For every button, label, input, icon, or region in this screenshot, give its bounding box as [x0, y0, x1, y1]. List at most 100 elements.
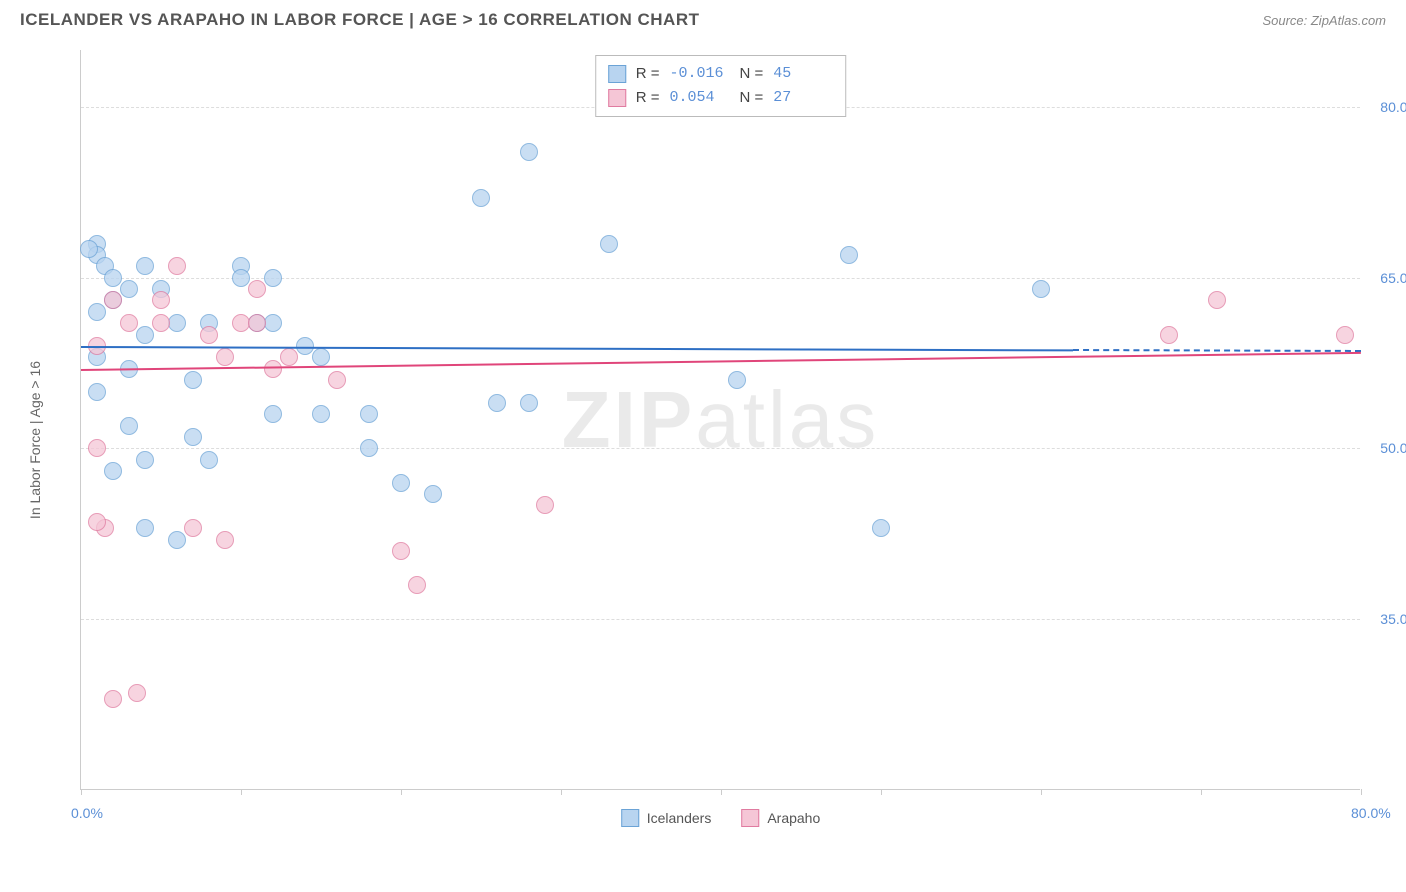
series-legend: Icelanders Arapaho	[621, 809, 821, 827]
x-tick-label: 0.0%	[71, 805, 103, 821]
chart-header: ICELANDER VS ARAPAHO IN LABOR FORCE | AG…	[0, 0, 1406, 40]
y-tick-label: 80.0%	[1380, 99, 1406, 115]
x-tick-label: 80.0%	[1351, 805, 1391, 821]
x-tick	[721, 789, 722, 795]
data-point	[280, 348, 298, 366]
data-point	[136, 326, 154, 344]
data-point	[232, 269, 250, 287]
data-point	[488, 394, 506, 412]
data-point	[312, 405, 330, 423]
correlation-legend: R = -0.016 N = 45 R = 0.054 N = 27	[595, 55, 847, 117]
data-point	[536, 496, 554, 514]
legend-item: Icelanders	[621, 809, 712, 827]
y-tick-label: 35.0%	[1380, 611, 1406, 627]
data-point	[408, 576, 426, 594]
data-point	[136, 451, 154, 469]
data-point	[264, 314, 282, 332]
data-point	[248, 280, 266, 298]
x-tick	[561, 789, 562, 795]
watermark: ZIPatlas	[562, 374, 879, 466]
r-label: R =	[636, 62, 660, 86]
data-point	[120, 280, 138, 298]
y-tick-label: 65.0%	[1380, 270, 1406, 286]
gridline	[81, 448, 1360, 449]
data-point	[312, 348, 330, 366]
data-point	[120, 314, 138, 332]
x-tick	[81, 789, 82, 795]
legend-row: R = 0.054 N = 27	[608, 86, 834, 110]
n-value: 45	[773, 62, 833, 86]
data-point	[184, 428, 202, 446]
data-point	[216, 348, 234, 366]
chart-title: ICELANDER VS ARAPAHO IN LABOR FORCE | AG…	[20, 10, 700, 30]
n-value: 27	[773, 86, 833, 110]
chart-area: In Labor Force | Age > 16 ZIPatlas 35.0%…	[50, 50, 1390, 830]
r-value: -0.016	[670, 62, 730, 86]
legend-swatch	[741, 809, 759, 827]
data-point	[184, 371, 202, 389]
data-point	[424, 485, 442, 503]
data-point	[248, 314, 266, 332]
data-point	[1032, 280, 1050, 298]
data-point	[168, 531, 186, 549]
data-point	[152, 291, 170, 309]
data-point	[392, 474, 410, 492]
data-point	[104, 462, 122, 480]
data-point	[520, 143, 538, 161]
legend-label: Arapaho	[767, 810, 820, 826]
data-point	[104, 690, 122, 708]
n-label: N =	[740, 86, 764, 110]
data-point	[88, 513, 106, 531]
data-point	[88, 439, 106, 457]
data-point	[360, 439, 378, 457]
data-point	[104, 269, 122, 287]
gridline	[81, 619, 1360, 620]
data-point	[168, 257, 186, 275]
data-point	[128, 684, 146, 702]
data-point	[120, 417, 138, 435]
x-tick	[241, 789, 242, 795]
data-point	[184, 519, 202, 537]
data-point	[392, 542, 410, 560]
data-point	[88, 303, 106, 321]
data-point	[136, 257, 154, 275]
x-tick	[881, 789, 882, 795]
legend-swatch	[608, 89, 626, 107]
legend-row: R = -0.016 N = 45	[608, 62, 834, 86]
x-tick	[401, 789, 402, 795]
data-point	[168, 314, 186, 332]
data-point	[88, 383, 106, 401]
data-point	[328, 371, 346, 389]
n-label: N =	[740, 62, 764, 86]
data-point	[216, 531, 234, 549]
source-attribution: Source: ZipAtlas.com	[1262, 13, 1386, 28]
data-point	[104, 291, 122, 309]
r-label: R =	[636, 86, 660, 110]
x-tick	[1361, 789, 1362, 795]
data-point	[600, 235, 618, 253]
scatter-plot: ZIPatlas 35.0%50.0%65.0%80.0%0.0%80.0%R …	[80, 50, 1360, 790]
legend-item: Arapaho	[741, 809, 820, 827]
data-point	[360, 405, 378, 423]
data-point	[472, 189, 490, 207]
legend-swatch	[608, 65, 626, 83]
data-point	[200, 326, 218, 344]
data-point	[152, 314, 170, 332]
data-point	[840, 246, 858, 264]
data-point	[264, 360, 282, 378]
x-tick	[1201, 789, 1202, 795]
data-point	[872, 519, 890, 537]
y-tick-label: 50.0%	[1380, 440, 1406, 456]
data-point	[1208, 291, 1226, 309]
y-axis-label: In Labor Force | Age > 16	[27, 361, 43, 519]
data-point	[1336, 326, 1354, 344]
x-tick	[1041, 789, 1042, 795]
data-point	[728, 371, 746, 389]
data-point	[1160, 326, 1178, 344]
data-point	[200, 451, 218, 469]
r-value: 0.054	[670, 86, 730, 110]
legend-label: Icelanders	[647, 810, 712, 826]
data-point	[520, 394, 538, 412]
legend-swatch	[621, 809, 639, 827]
data-point	[80, 240, 98, 258]
